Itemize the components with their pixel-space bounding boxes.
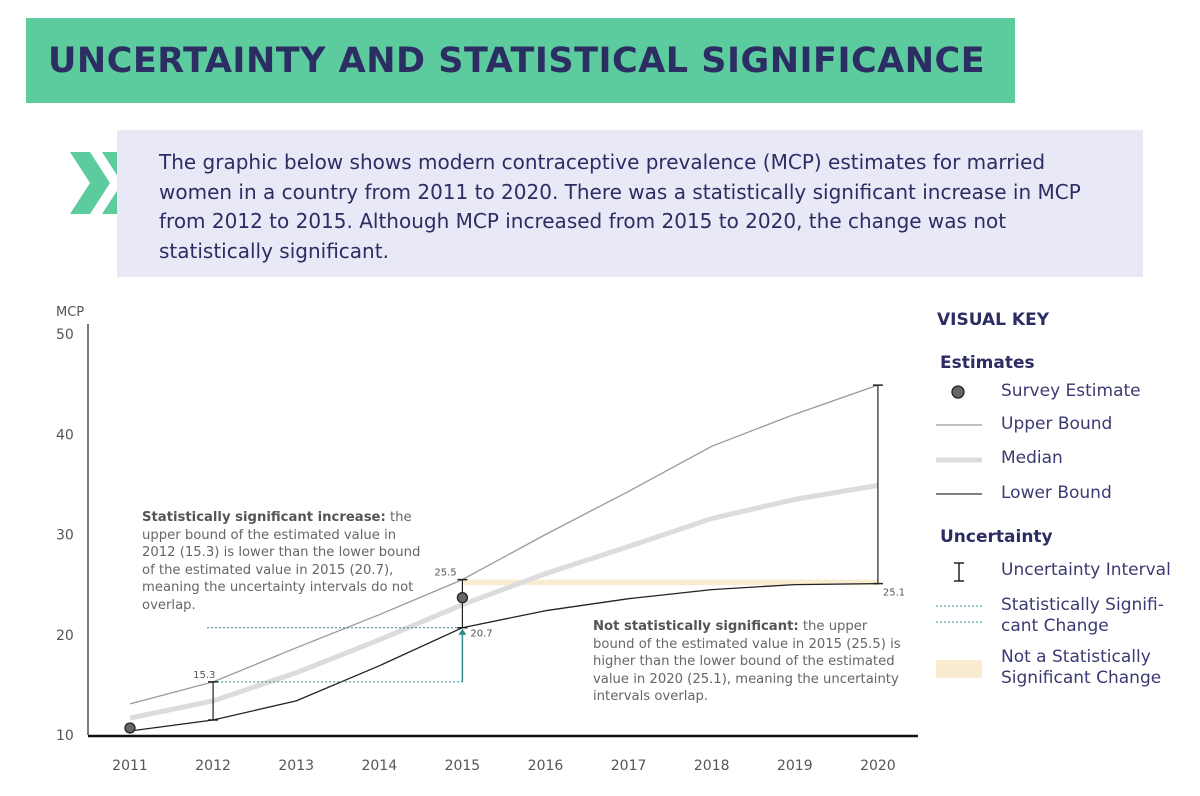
significant-arrow-head <box>458 628 467 635</box>
value-label: 15.3 <box>193 670 215 681</box>
not-significant-annotation: Not statistically significant: the upper… <box>593 618 905 706</box>
key-survey-estimate: Survey Estimate <box>1001 381 1141 401</box>
intro-text: The graphic below shows modern contracep… <box>159 150 1081 263</box>
key-not-sig-line2: Significant Change <box>1001 668 1162 688</box>
x-tick-label: 2011 <box>112 758 148 774</box>
median-line <box>129 482 879 721</box>
visual-key-title: VISUAL KEY <box>937 310 1050 330</box>
value-label: 25.5 <box>434 568 456 579</box>
estimates-heading: Estimates <box>940 353 1035 373</box>
median-line-icon <box>936 457 982 463</box>
not-significant-swatch <box>936 660 982 678</box>
key-not-sig-line1: Not a Statistically <box>1001 647 1151 667</box>
title-banner: UNCERTAINTY AND STATISTICAL SIGNIFICANCE <box>26 18 1015 103</box>
key-uncertainty-interval: Uncertainty Interval <box>1001 560 1171 580</box>
mcp-chart: MCP 10 20 30 40 50 2011 2012 2013 2014 2015 2016 201… <box>56 305 918 774</box>
not-significant-band <box>462 579 878 586</box>
significant-annotation-bold: Statistically significant increase: <box>142 510 386 525</box>
survey-estimate-icon <box>951 385 965 399</box>
x-tick-label: 2018 <box>694 758 730 774</box>
y-tick-label: 40 <box>56 427 74 443</box>
intro-box: The graphic below shows modern contracep… <box>117 130 1143 277</box>
key-lower-bound: Lower Bound <box>1001 483 1112 503</box>
x-tick-label: 2014 <box>361 758 397 774</box>
x-tick-label: 2013 <box>278 758 314 774</box>
x-tick-label: 2012 <box>195 758 231 774</box>
significant-annotation: Statistically significant increase: the … <box>142 509 432 615</box>
significant-change-icon <box>936 605 982 623</box>
y-tick-label: 50 <box>56 327 74 343</box>
survey-estimate-point <box>124 722 136 734</box>
lower-bound-line <box>129 582 878 732</box>
key-upper-bound: Upper Bound <box>1001 414 1113 434</box>
survey-estimate-point <box>456 592 469 604</box>
upper-bound-line-icon <box>936 424 982 426</box>
uncertainty-interval-icon <box>954 562 964 582</box>
uncertainty-heading: Uncertainty <box>940 527 1053 547</box>
lower-bound-line-icon <box>936 493 982 495</box>
not-significant-annotation-text: the upper bound of the estimated value i… <box>593 619 901 705</box>
x-tick-label: 2020 <box>860 758 896 774</box>
x-tick-label: 2015 <box>445 758 481 774</box>
y-tick-label: 30 <box>56 528 74 544</box>
x-tick-label: 2016 <box>528 758 564 774</box>
not-significant-annotation-bold: Not statistically significant: <box>593 619 799 634</box>
significant-annotation-text: the upper bound of the estimated value i… <box>142 510 421 613</box>
upper-bound-line <box>129 384 879 705</box>
key-median: Median <box>1001 448 1063 468</box>
value-label: 25.1 <box>883 588 905 599</box>
y-tick-label: 10 <box>56 728 74 744</box>
value-label: 20.7 <box>470 629 492 640</box>
page-title: UNCERTAINTY AND STATISTICAL SIGNIFICANCE <box>48 40 986 81</box>
key-sig-change-line1: Statistically Signifi- <box>1001 595 1164 615</box>
y-axis-label: MCP <box>56 305 84 320</box>
y-tick-label: 20 <box>56 628 74 644</box>
x-tick-label: 2019 <box>777 758 813 774</box>
key-sig-change-line2: cant Change <box>1001 616 1109 636</box>
x-tick-label: 2017 <box>611 758 647 774</box>
